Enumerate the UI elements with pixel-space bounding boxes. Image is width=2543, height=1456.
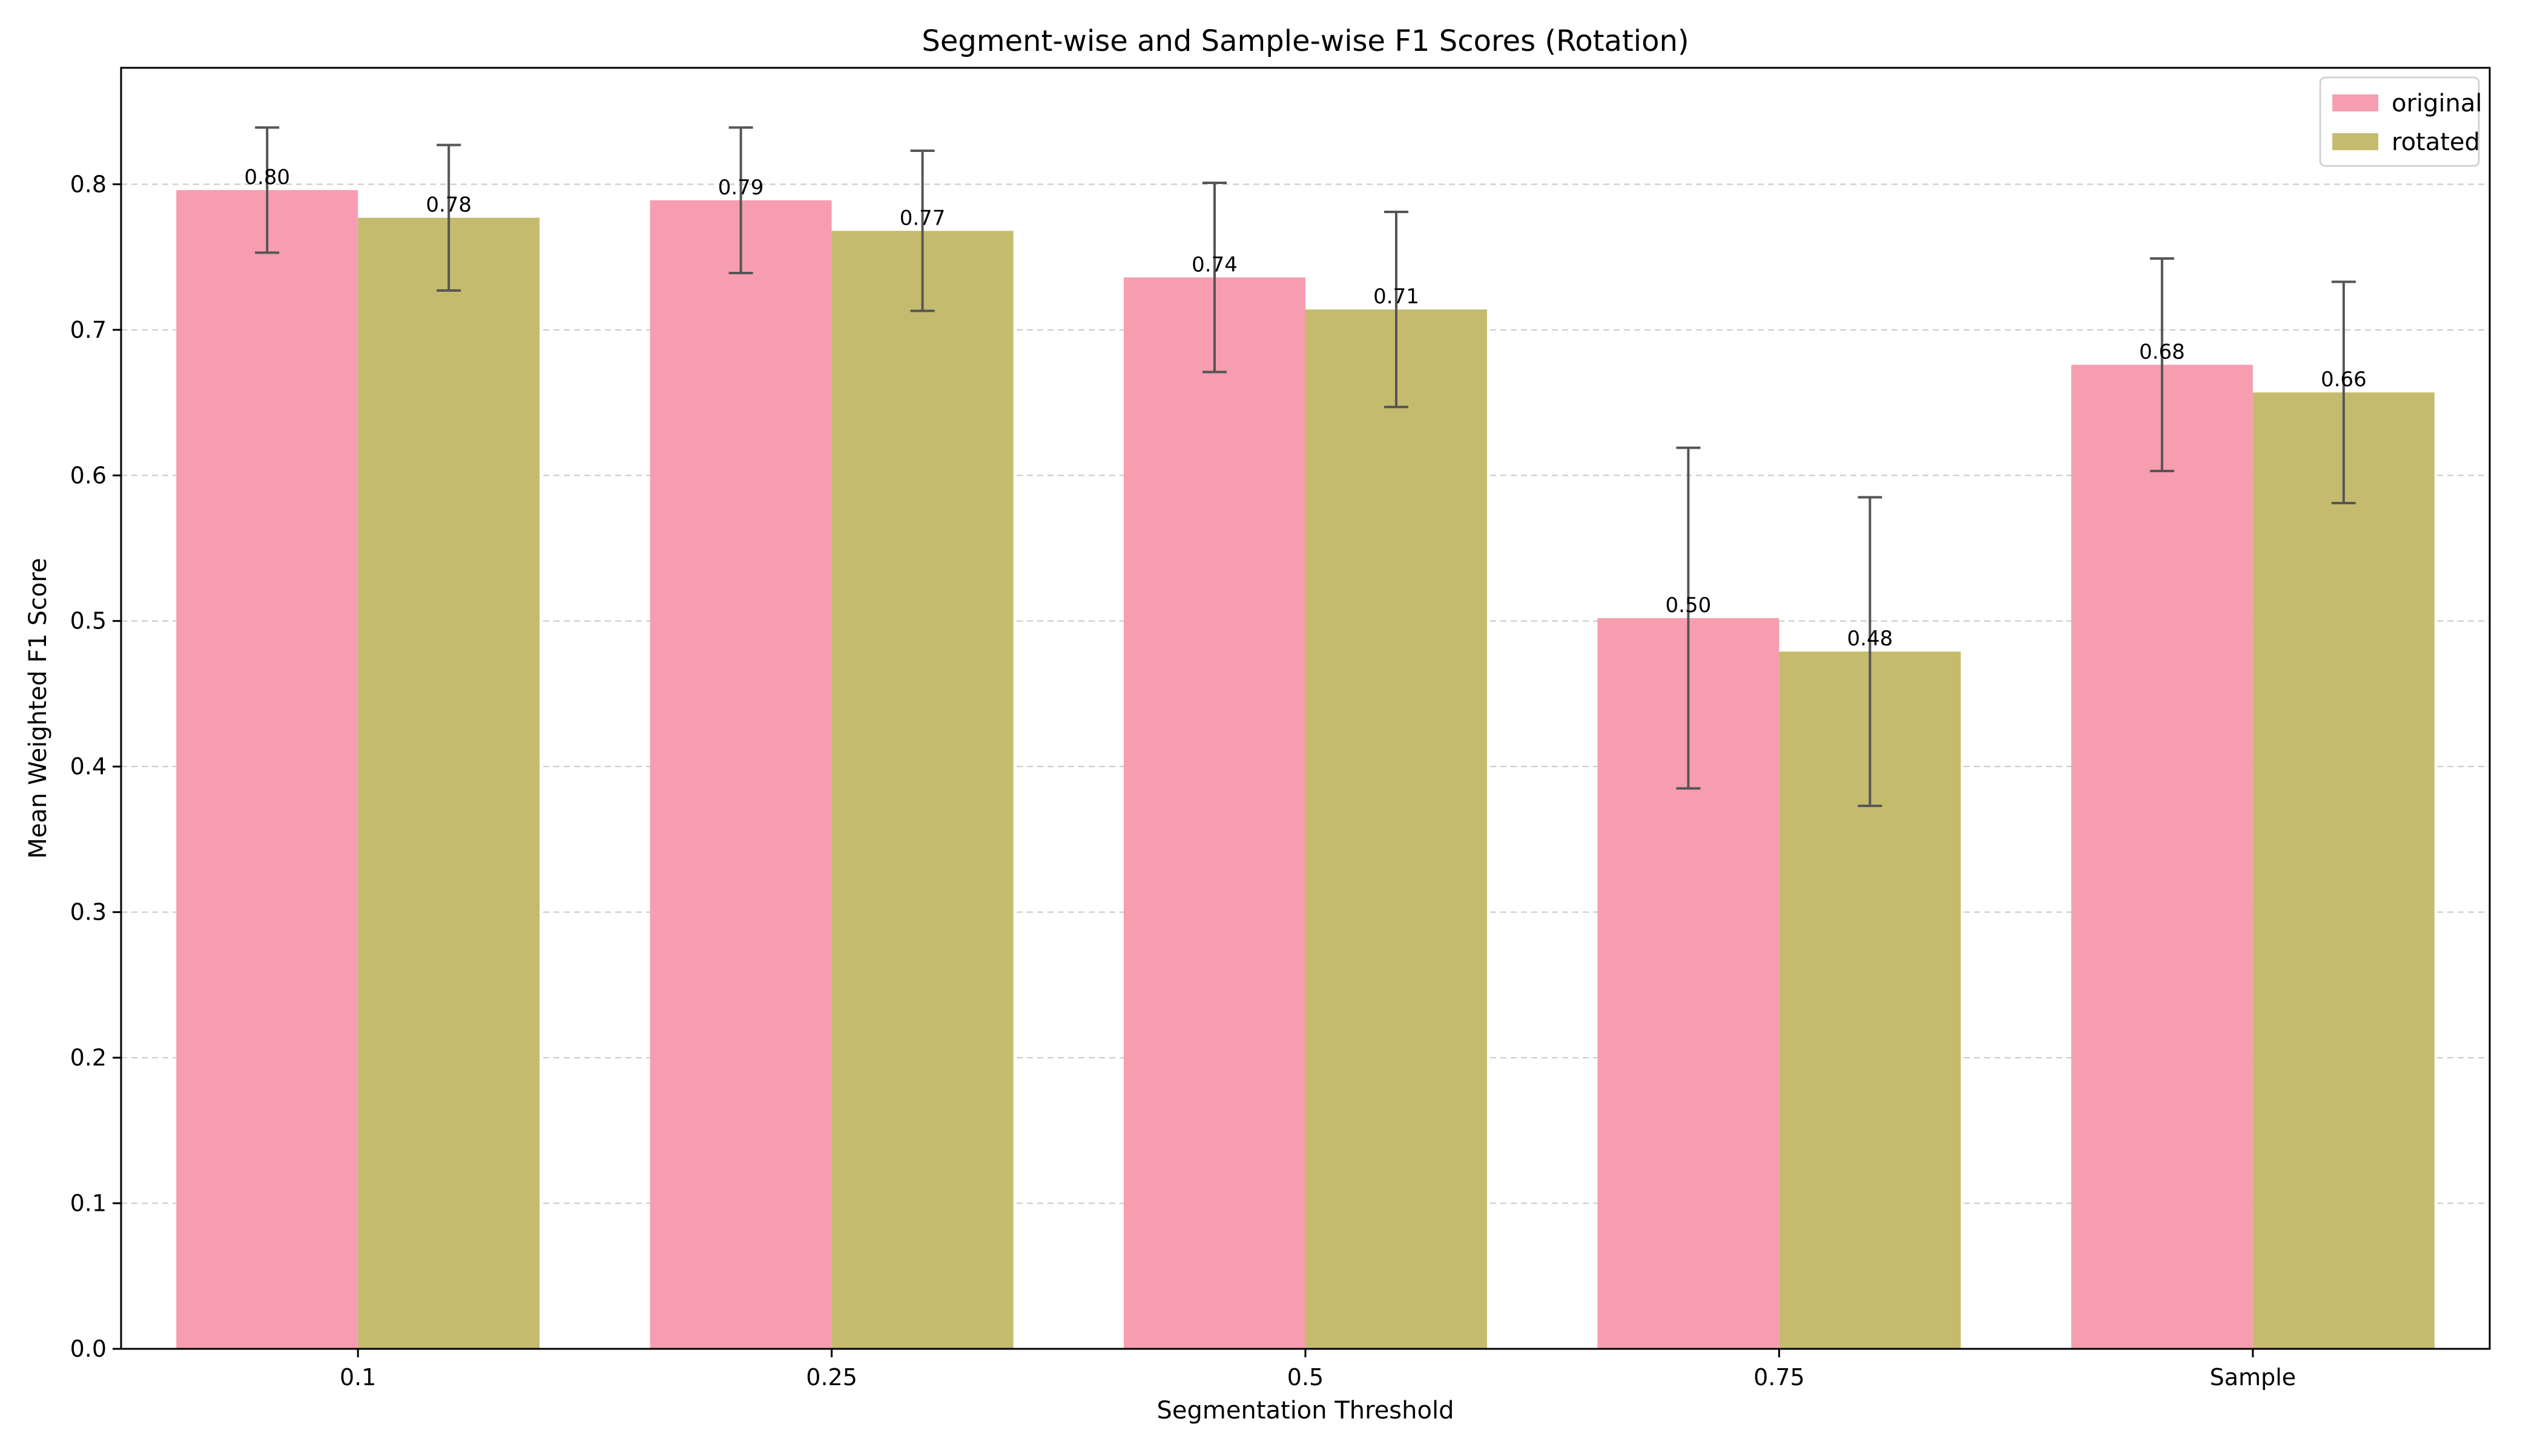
y-tick-label: 0.3 bbox=[70, 899, 107, 926]
y-tick-label: 0.8 bbox=[70, 171, 107, 197]
x-tick-label: 0.5 bbox=[1287, 1364, 1324, 1391]
legend-label-original: original bbox=[2392, 90, 2482, 117]
bar-original-1 bbox=[650, 200, 832, 1349]
legend-swatch-rotated bbox=[2332, 133, 2378, 150]
x-tick-label: 0.75 bbox=[1753, 1364, 1805, 1391]
legend-swatch-original bbox=[2332, 94, 2378, 111]
bar-rotated-0 bbox=[358, 217, 540, 1349]
y-tick-label: 0.1 bbox=[70, 1190, 107, 1217]
x-tick-label: 0.1 bbox=[340, 1364, 376, 1391]
chart-title: Segment-wise and Sample-wise F1 Scores (… bbox=[922, 24, 1689, 58]
data-label: 0.68 bbox=[2139, 340, 2185, 364]
y-axis-ticks: 0.0 0.1 0.2 0.3 0.4 0.5 0.6 0.7 0.8 bbox=[70, 171, 121, 1362]
y-tick-label: 0.2 bbox=[70, 1044, 107, 1071]
data-label: 0.74 bbox=[1192, 252, 1238, 277]
y-tick-label: 0.5 bbox=[70, 608, 107, 634]
bars bbox=[176, 189, 2435, 1349]
bar-rotated-1 bbox=[831, 231, 1014, 1349]
data-label: 0.66 bbox=[2321, 367, 2367, 392]
data-label: 0.80 bbox=[244, 165, 290, 189]
bar-original-4 bbox=[2071, 364, 2253, 1349]
data-label: 0.48 bbox=[1847, 627, 1893, 651]
x-axis-label: Segmentation Threshold bbox=[1157, 1397, 1454, 1425]
bar-original-2 bbox=[1124, 277, 1305, 1349]
x-tick-label: 0.25 bbox=[806, 1364, 857, 1391]
y-tick-label: 0.7 bbox=[70, 317, 107, 343]
data-label: 0.78 bbox=[426, 193, 472, 217]
y-tick-label: 0.6 bbox=[70, 462, 107, 489]
x-tick-label: Sample bbox=[2210, 1364, 2296, 1391]
bar-rotated-2 bbox=[1305, 309, 1487, 1349]
y-axis-label: Mean Weighted F1 Score bbox=[24, 558, 52, 859]
x-axis-ticks: 0.1 0.25 0.5 0.75 Sample bbox=[340, 1349, 2296, 1391]
bar-rotated-4 bbox=[2252, 392, 2435, 1349]
data-label: 0.79 bbox=[718, 176, 764, 200]
y-tick-label: 0.4 bbox=[70, 753, 107, 780]
data-label: 0.50 bbox=[1666, 593, 1712, 618]
legend: original rotated bbox=[2319, 76, 2482, 167]
error-bars bbox=[255, 126, 2356, 808]
y-tick-label: 0.0 bbox=[70, 1336, 107, 1362]
data-label: 0.77 bbox=[900, 206, 946, 230]
legend-label-rotated: rotated bbox=[2392, 128, 2480, 156]
data-labels: 0.80 0.78 0.79 0.77 0.74 0.71 0.50 0.48 0.68 0.66 bbox=[244, 165, 2366, 651]
bar-original-0 bbox=[176, 189, 358, 1349]
data-label: 0.71 bbox=[1373, 285, 1419, 309]
